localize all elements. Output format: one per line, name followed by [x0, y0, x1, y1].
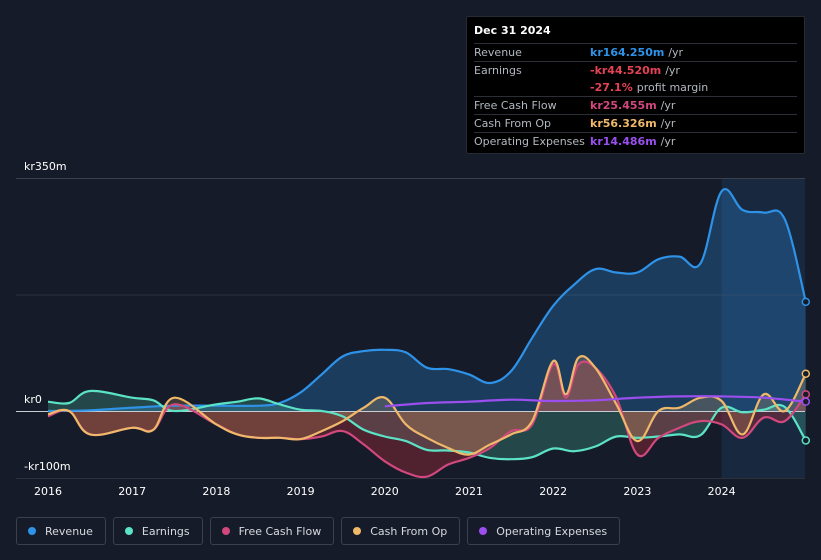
x-tick-label: 2022: [539, 485, 567, 498]
x-tick-label: 2018: [202, 485, 230, 498]
x-tick-label: 2021: [455, 485, 483, 498]
tooltip-label: Earnings: [474, 64, 522, 77]
line-revenue: [47, 188, 807, 413]
legend-label: Free Cash Flow: [238, 524, 322, 538]
tooltip-unit: /yr: [660, 117, 676, 130]
tooltip-row-earnings: Earnings -kr44.520m /yr: [474, 62, 797, 79]
tooltip-value: -27.1%: [590, 81, 633, 94]
end-dot-operating-expenses: [801, 397, 811, 406]
legend-item-free-cash-flow[interactable]: Free Cash Flow: [209, 517, 335, 545]
tooltip-label: Free Cash Flow: [474, 99, 557, 112]
legend-item-earnings[interactable]: Earnings: [112, 517, 203, 545]
tooltip-label: Operating Expenses: [474, 135, 585, 148]
tooltip-row-free-cash-flow: Free Cash Flow kr25.455m /yr: [474, 97, 797, 115]
chart-legend: Revenue Earnings Free Cash Flow Cash Fro…: [16, 517, 627, 545]
x-axis-ticks: 2016 2017 2018 2019 2020 2021 2022 2023 2024: [34, 485, 736, 498]
end-dot-cash-from-op: [801, 369, 811, 378]
tooltip-row-profit-margin: -27.1% profit margin: [474, 79, 797, 97]
tooltip-value: kr164.250m: [590, 46, 665, 59]
line-operating-expenses: [384, 395, 806, 408]
tooltip-unit: /yr: [668, 46, 684, 59]
end-dot-revenue: [801, 297, 811, 307]
y-label-bottom: -kr100m: [24, 460, 71, 473]
tooltip-row-revenue: Revenue kr164.250m /yr: [474, 44, 797, 62]
area-earnings: [48, 390, 806, 460]
tooltip-value: kr25.455m: [590, 99, 657, 112]
legend-label: Revenue: [45, 524, 93, 538]
area-revenue: [48, 189, 806, 411]
end-dot-free-cash-flow: [801, 390, 811, 399]
y-label-top: kr350m: [24, 160, 67, 173]
area-free-cash-flow: [48, 361, 806, 478]
data-tooltip: Dec 31 2024 Revenue kr164.250m /yr Earni…: [466, 16, 805, 154]
y-label-zero: kr0: [24, 393, 42, 406]
legend-item-revenue[interactable]: Revenue: [16, 517, 106, 545]
legend-label: Operating Expenses: [496, 524, 608, 538]
tooltip-label: Revenue: [474, 46, 522, 59]
tooltip-unit: /yr: [660, 135, 676, 148]
tooltip-unit: /yr: [660, 99, 676, 112]
legend-label: Earnings: [141, 524, 190, 538]
tooltip-row-cash-from-op: Cash From Op kr56.326m /yr: [474, 115, 797, 133]
tooltip-value: -kr44.520m: [590, 64, 662, 77]
tooltip-value: kr14.486m: [590, 135, 657, 148]
tooltip-date: Dec 31 2024: [474, 17, 797, 44]
legend-dot-icon: [353, 527, 362, 535]
tooltip-label: [474, 79, 590, 96]
legend-dot-icon: [124, 527, 133, 535]
x-tick-label: 2019: [287, 485, 315, 498]
x-tick-label: 2020: [371, 485, 399, 498]
legend-dot-icon: [28, 527, 36, 535]
line-earnings: [47, 389, 807, 461]
series-areas: [48, 189, 806, 478]
x-tick-label: 2017: [118, 485, 146, 498]
series-lines: [47, 188, 807, 479]
end-dot-earnings: [801, 436, 811, 445]
x-tick-label: 2023: [623, 485, 651, 498]
legend-dot-icon: [221, 527, 230, 535]
line-cash-from-op: [47, 354, 807, 456]
legend-dot-icon: [479, 527, 488, 535]
x-tick-label: 2024: [708, 485, 736, 498]
series-end-markers: [801, 297, 811, 445]
tooltip-unit: profit margin: [636, 81, 709, 94]
x-tick-label: 2016: [34, 485, 62, 498]
tooltip-value: kr56.326m: [590, 117, 657, 130]
tooltip-label: Cash From Op: [474, 117, 552, 130]
legend-item-operating-expenses[interactable]: Operating Expenses: [467, 517, 621, 545]
tooltip-row-operating-expenses: Operating Expenses kr14.486m /yr: [474, 133, 797, 150]
legend-label: Cash From Op: [370, 524, 448, 538]
area-cash-from-op: [48, 356, 806, 455]
legend-item-cash-from-op[interactable]: Cash From Op: [341, 517, 461, 545]
tooltip-unit: /yr: [665, 64, 680, 77]
